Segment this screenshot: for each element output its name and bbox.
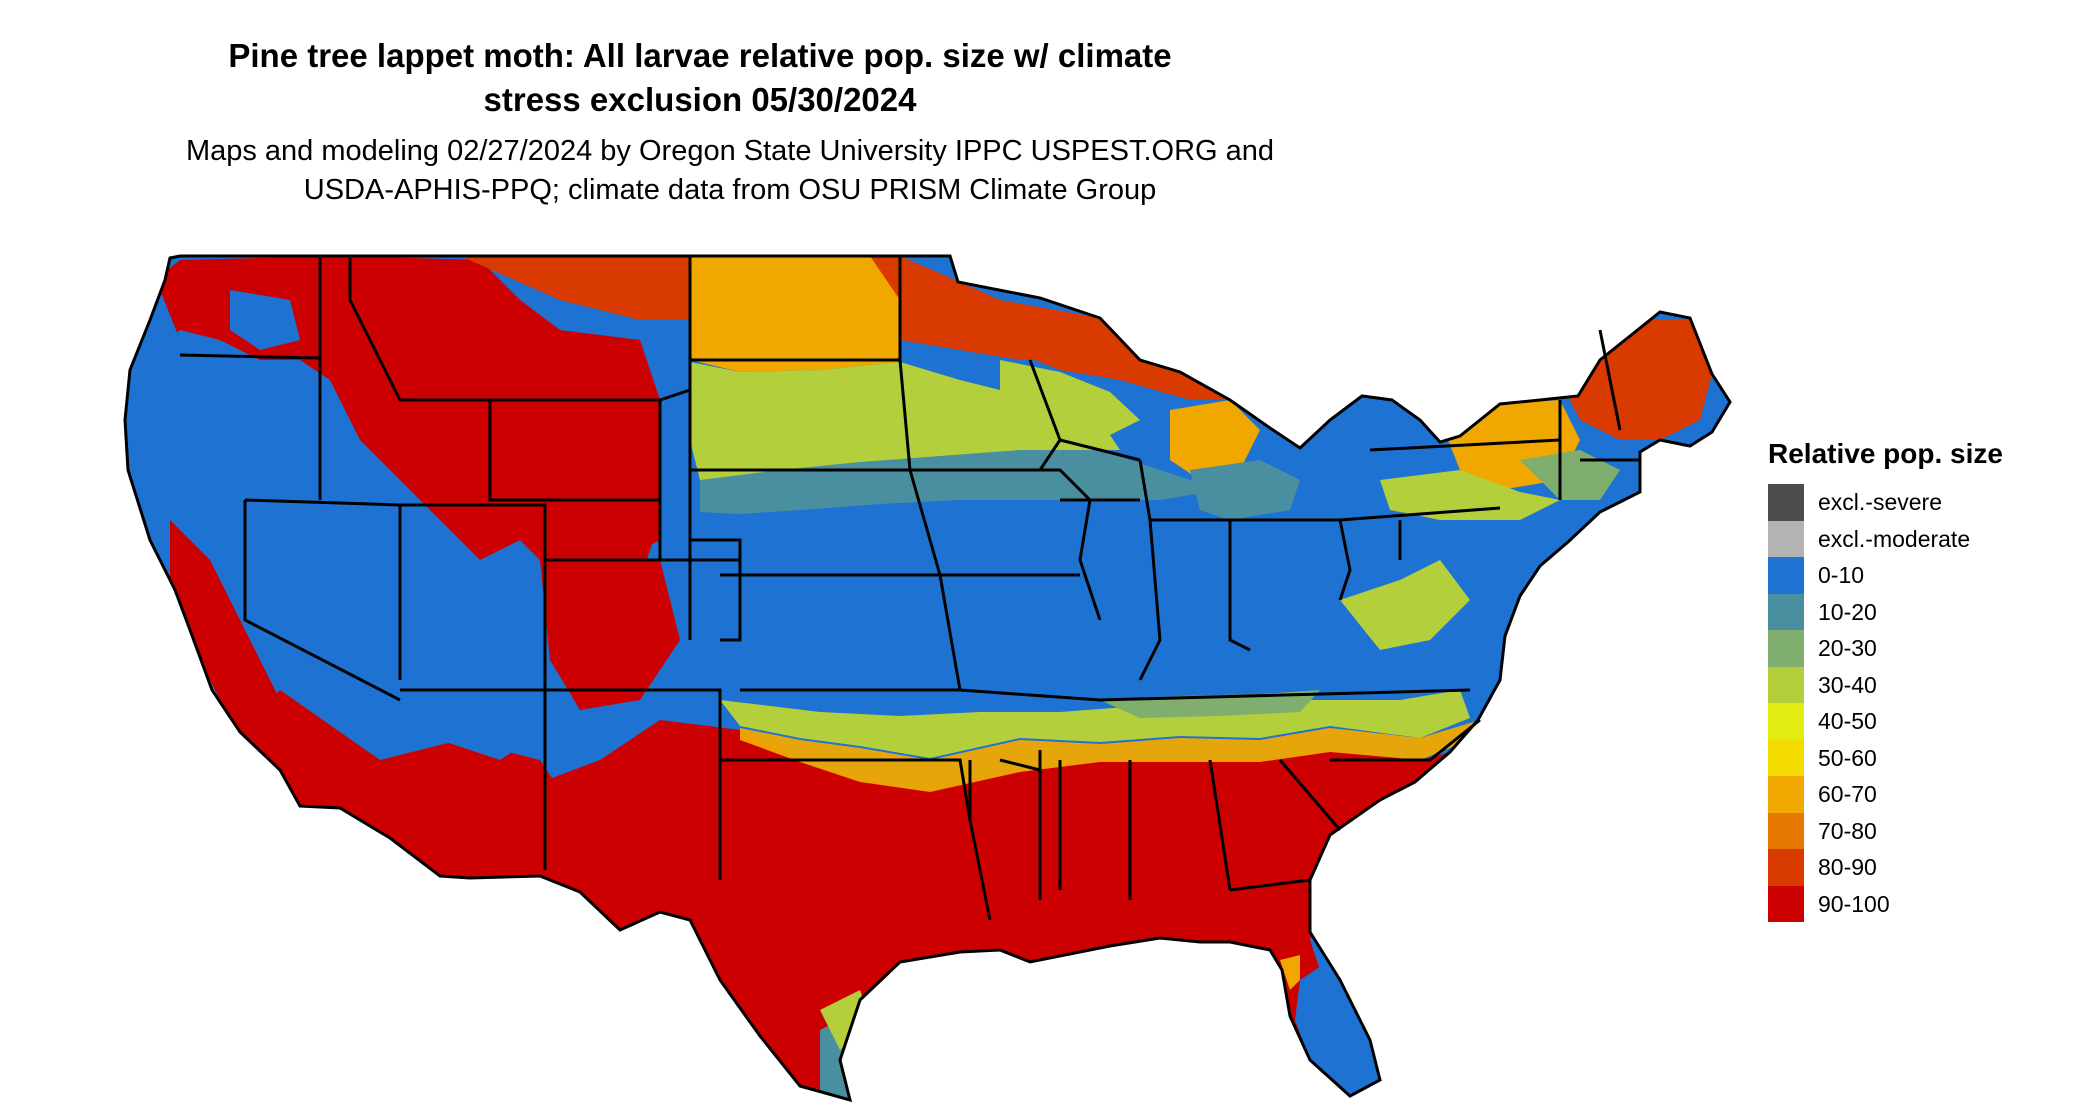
legend: Relative pop. size excl.-severe excl.-mod…: [1768, 438, 2003, 922]
map-subtitle-line-2: USDA-APHIS-PPQ; climate data from OSU PR…: [303, 174, 1157, 206]
legend-swatch: [1768, 593, 1804, 630]
legend-swatch: [1768, 630, 1804, 667]
legend-swatch: [1768, 557, 1804, 594]
legend-swatch: [1768, 849, 1804, 886]
legend-item: 90-100: [1768, 885, 2003, 922]
legend-label: excl.-severe: [1818, 489, 1942, 515]
band-colorado-mtn: [540, 560, 680, 710]
legend-label: 90-100: [1818, 890, 1890, 917]
legend-label: 10-20: [1818, 598, 1877, 625]
band-florida: [1295, 960, 1370, 1090]
band-florida-edge: [1280, 955, 1300, 990]
legend-label: 60-70: [1818, 781, 1877, 807]
legend-label: 40-50: [1818, 708, 1877, 734]
band-wyoming: [490, 400, 660, 560]
band-wi-30-40: [1000, 360, 1140, 440]
legend-swatch: [1768, 776, 1804, 813]
legend-swatch: [1768, 520, 1804, 557]
band-north-60-70: [690, 256, 900, 372]
legend-swatch: [1768, 885, 1804, 922]
band-idaho-blue: [230, 290, 300, 350]
map-subtitle-line-1: Maps and modeling 02/27/2024 by Oregon S…: [185, 135, 1275, 167]
map-title-line-1: Pine tree lappet moth: All larvae relati…: [228, 37, 1172, 74]
legend-swatch: [1768, 703, 1804, 740]
legend-item: 60-70: [1768, 776, 2003, 813]
legend-item: 30-40: [1768, 666, 2003, 703]
legend-item: 0-10: [1768, 557, 2003, 594]
map-title-line-2: stress exclusion 05/30/2024: [483, 81, 917, 118]
legend-items: excl.-severe excl.-moderate 0-10 10-20 20-30…: [1768, 484, 2003, 922]
legend-title: Relative pop. size: [1768, 438, 2003, 469]
legend-item: 50-60: [1768, 739, 2003, 776]
legend-label: excl.-moderate: [1818, 525, 1971, 552]
state-borders: [123, 254, 1732, 1102]
legend-label: 0-10: [1818, 562, 1865, 588]
band-south-60-70: [740, 720, 1480, 792]
band-appalachia-30-40: [1340, 560, 1470, 650]
band-mi-60-70: [1170, 400, 1260, 480]
band-arizona: [380, 740, 580, 878]
legend-swatch: [1768, 484, 1804, 521]
legend-swatch: [1768, 812, 1804, 849]
legend-item: 40-50: [1768, 703, 2003, 740]
legend-swatch: [1768, 666, 1804, 703]
band-mi-10-20: [1190, 460, 1300, 520]
legend-item: 80-90: [1768, 849, 2003, 886]
band-ne-30-40: [1380, 470, 1560, 520]
band-ne-20-30: [1520, 450, 1620, 500]
legend-item: 10-20: [1768, 593, 2003, 630]
legend-item: 70-80: [1768, 812, 2003, 849]
legend-item: 20-30: [1768, 630, 2003, 667]
legend-label: 50-60: [1818, 744, 1877, 771]
legend-label: 80-90: [1818, 854, 1877, 880]
legend-swatch: [1768, 739, 1804, 776]
band-sw-blue: [420, 670, 560, 760]
legend-label: 20-30: [1818, 635, 1877, 661]
band-mn-80-90: [1000, 300, 1230, 400]
legend-item: excl.-moderate: [1768, 520, 2003, 557]
map-title: Pine tree lappet moth: All larvae relati…: [200, 34, 1200, 122]
legend-label: 30-40: [1818, 671, 1877, 698]
band-california: [170, 520, 340, 810]
map-subtitle: Maps and modeling 02/27/2024 by Oregon S…: [160, 132, 1300, 210]
legend-item: excl.-severe: [1768, 484, 2003, 521]
legend-label: 70-80: [1818, 817, 1877, 844]
band-nv-blue: [380, 520, 470, 640]
